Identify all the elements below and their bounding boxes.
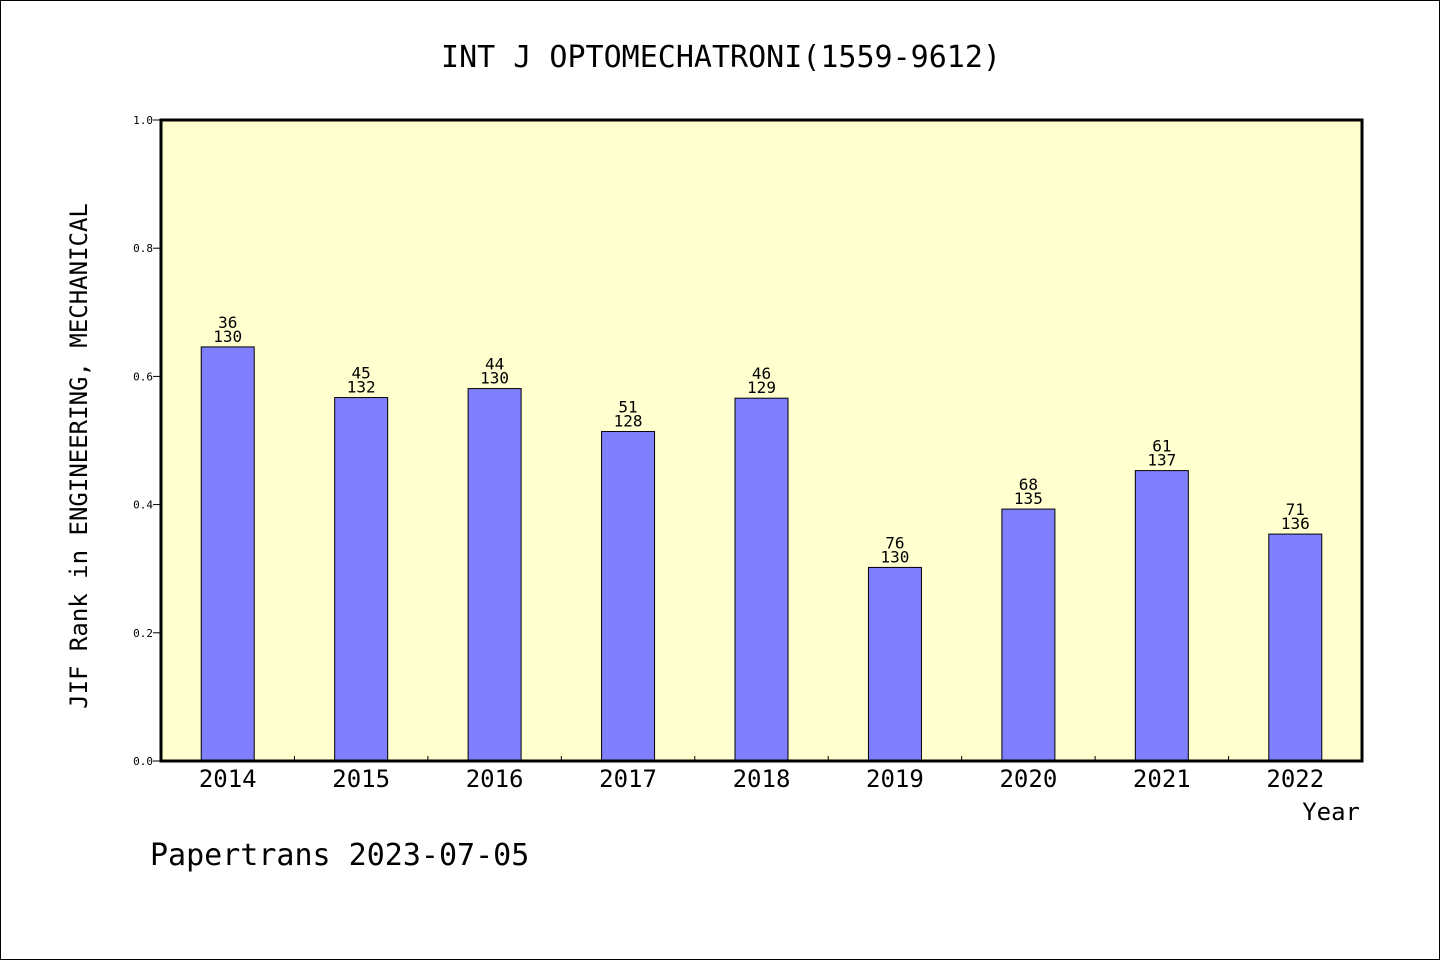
bar-2017 — [601, 431, 656, 762]
bar-total-label: 137 — [1147, 451, 1176, 470]
bar-2018 — [734, 397, 789, 762]
bar-rank-label: 36 — [218, 313, 237, 332]
bar-rank-label: 61 — [1152, 437, 1171, 456]
bar-labels: 3613045132441305112846129761306813561137… — [213, 313, 1309, 567]
y-axis: 0.0 0.2 0.4 0.6 0.8 1.0 — [133, 114, 161, 768]
bar-total-label: 132 — [347, 378, 376, 397]
bar-2021 — [1134, 470, 1189, 762]
bar-total-label: 130 — [480, 369, 509, 388]
bar-total-label: 128 — [614, 412, 643, 431]
x-axis: 2014 2015 2016 2017 2018 2019 2020 2021 2022 — [199, 756, 1324, 793]
bar-total-label: 130 — [213, 327, 242, 346]
y-axis-label: JIF Rank in ENGINEERING, MECHANICAL — [65, 203, 93, 709]
bars — [200, 346, 1323, 762]
bar-rank-label: 44 — [485, 355, 504, 374]
x-tick-label: 2022 — [1266, 765, 1324, 793]
bar-rank-label: 45 — [352, 364, 371, 383]
bar-2020 — [1001, 508, 1056, 762]
bar-2015 — [334, 397, 389, 762]
footer-text: Papertrans 2023-07-05 — [150, 838, 529, 873]
bar-total-label: 135 — [1014, 489, 1043, 508]
bar-2016 — [467, 388, 522, 762]
x-axis-label: Year — [1302, 798, 1360, 826]
bar-2019 — [867, 566, 922, 762]
y-tick-label: 1.0 — [133, 114, 153, 127]
x-tick-label: 2021 — [1133, 765, 1191, 793]
bar-rank-label: 51 — [618, 398, 637, 417]
y-tick-label: 0.8 — [133, 242, 153, 255]
bar-total-label: 129 — [747, 378, 776, 397]
bar-total-label: 136 — [1281, 514, 1310, 533]
x-tick-label: 2017 — [599, 765, 657, 793]
bar-rank-label: 71 — [1286, 500, 1305, 519]
y-tick-label: 0.4 — [133, 499, 153, 512]
x-tick-label: 2019 — [866, 765, 924, 793]
bar-rank-label: 46 — [752, 364, 771, 383]
bar-rank-label: 68 — [1019, 475, 1038, 494]
bar-total-label: 130 — [880, 547, 909, 566]
y-tick-label: 0.2 — [133, 627, 153, 640]
chart-title: INT J OPTOMECHATRONI(1559-9612) — [441, 40, 1001, 75]
x-tick-label: 2014 — [199, 765, 257, 793]
y-tick-label: 0.0 — [133, 755, 153, 768]
x-tick-label: 2020 — [999, 765, 1057, 793]
plot-border — [159, 118, 1364, 763]
x-tick-label: 2015 — [332, 765, 390, 793]
bar-2014 — [200, 346, 255, 762]
x-tick-label: 2018 — [733, 765, 791, 793]
bar-rank-label: 76 — [885, 533, 904, 552]
y-tick-label: 0.6 — [133, 370, 153, 383]
bar-2022 — [1268, 533, 1323, 762]
x-tick-label: 2016 — [466, 765, 524, 793]
